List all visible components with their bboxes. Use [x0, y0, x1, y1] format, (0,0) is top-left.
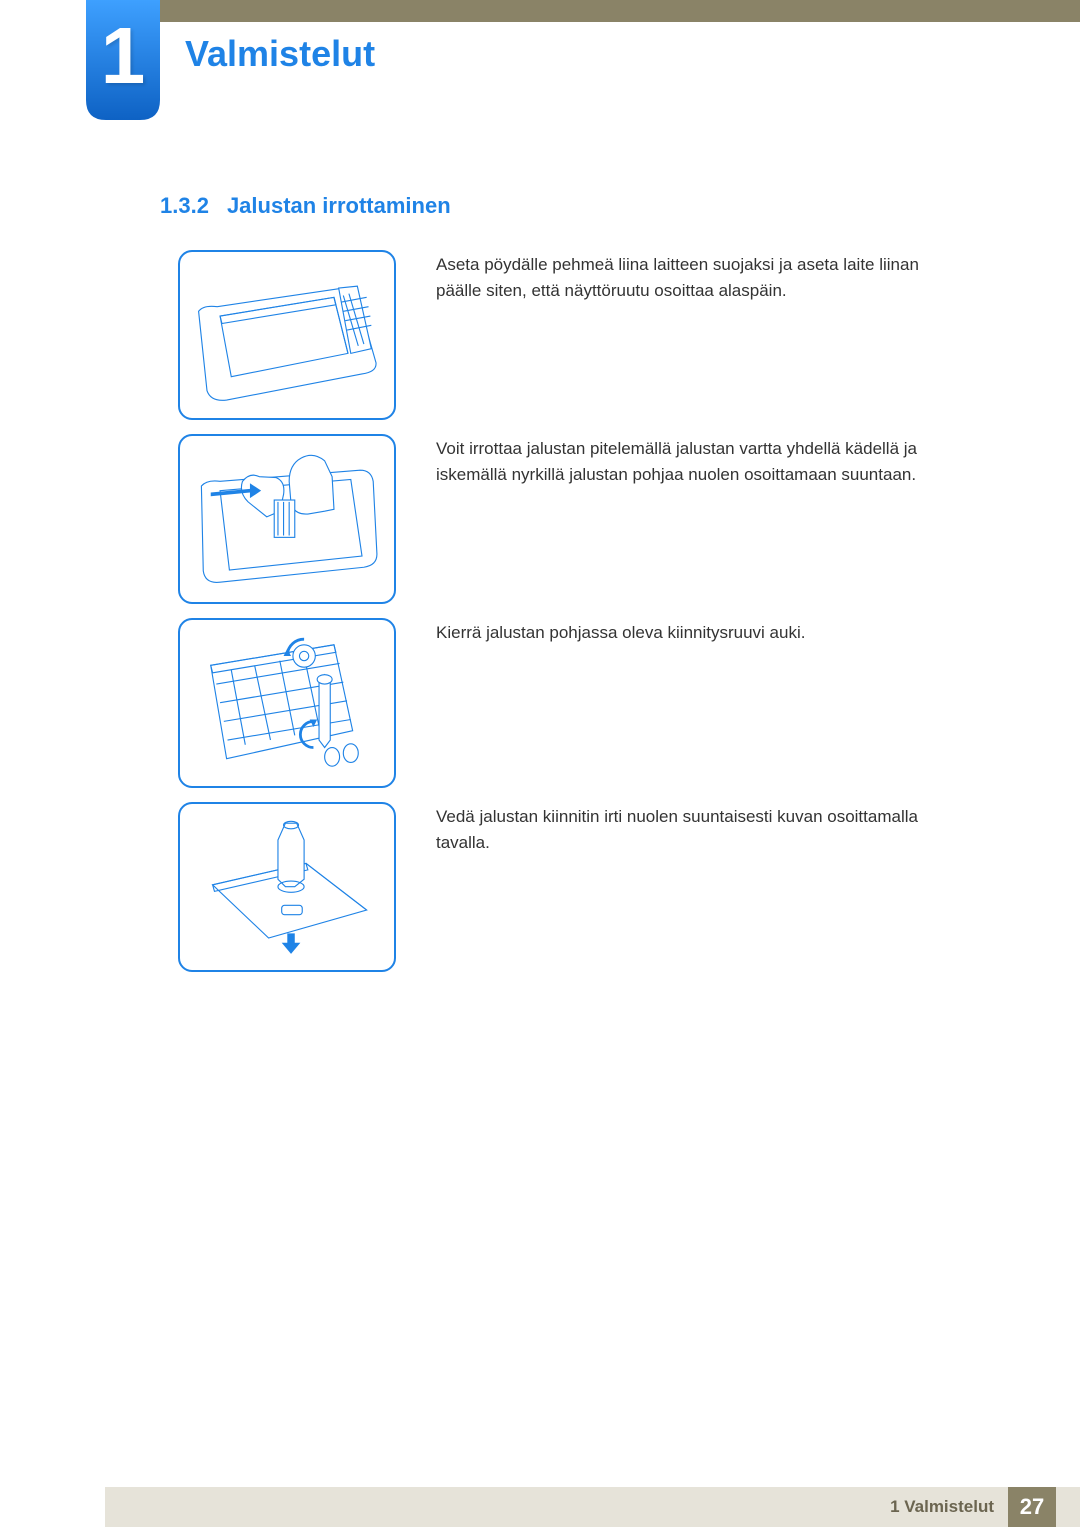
step-row: Voit irrottaa jalustan pitelemällä jalus… [178, 434, 958, 604]
footer-page-number: 27 [1008, 1487, 1056, 1527]
footer-bar: 1 Valmistelut 27 [105, 1487, 1080, 1527]
step-text: Voit irrottaa jalustan pitelemällä jalus… [436, 434, 958, 489]
step-text: Vedä jalustan kiinnitin irti nuolen suun… [436, 802, 958, 857]
step-illustration-4 [178, 802, 396, 972]
step-row: Kierrä jalustan pohjassa oleva kiinnitys… [178, 618, 958, 788]
step-text: Aseta pöydälle pehmeä liina laitteen suo… [436, 250, 958, 305]
section-heading: 1.3.2 Jalustan irrottaminen [160, 193, 451, 219]
step-text: Kierrä jalustan pohjassa oleva kiinnitys… [436, 618, 805, 646]
chapter-number: 1 [86, 10, 160, 102]
step-illustration-1 [178, 250, 396, 420]
step-row: Vedä jalustan kiinnitin irti nuolen suun… [178, 802, 958, 972]
section-number: 1.3.2 [160, 193, 209, 218]
chapter-title: Valmistelut [185, 33, 375, 75]
step-illustration-3 [178, 618, 396, 788]
section-title: Jalustan irrottaminen [227, 193, 451, 218]
step-row: Aseta pöydälle pehmeä liina laitteen suo… [178, 250, 958, 420]
footer-chapter-label: 1 Valmistelut [890, 1497, 994, 1517]
steps-container: Aseta pöydälle pehmeä liina laitteen suo… [178, 250, 958, 986]
top-bar [105, 0, 1080, 22]
step-illustration-2 [178, 434, 396, 604]
